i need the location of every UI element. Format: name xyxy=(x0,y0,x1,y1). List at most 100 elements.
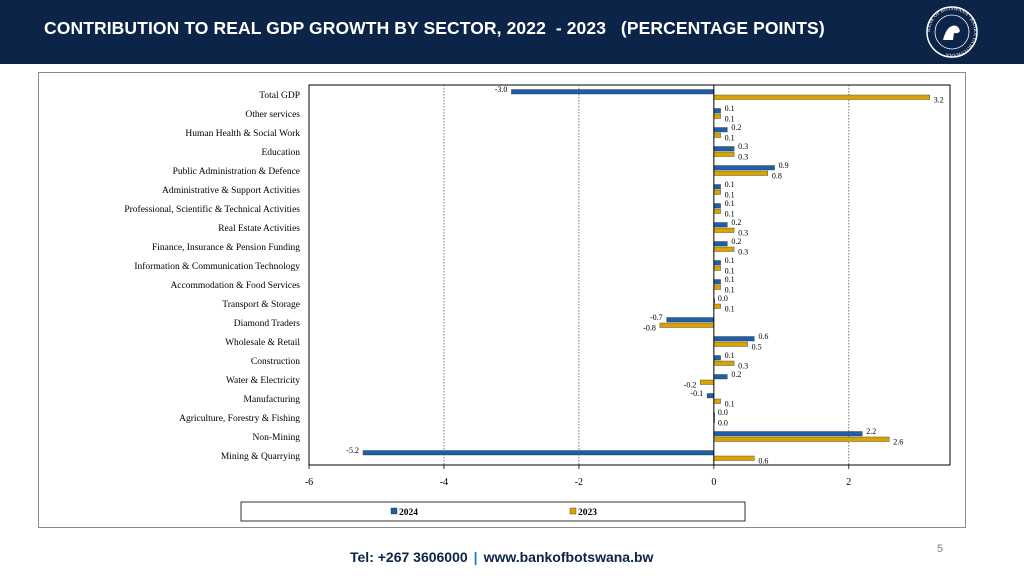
category-label: Mining & Quarrying xyxy=(221,452,300,462)
bar-2023 xyxy=(713,132,721,138)
plot-area-border xyxy=(308,84,951,466)
bar-2023 xyxy=(713,303,721,309)
data-label-2024: 2.2 xyxy=(866,427,876,436)
legend: 2024 2023 xyxy=(240,501,746,522)
sector-contribution-chart: -6 -4 -2 0 2 Total GDP -3.0 3.2 Other services 0.… xyxy=(124,84,951,522)
data-label-2023: 0.3 xyxy=(738,228,748,237)
bar-2024 xyxy=(713,241,728,247)
category-label: Human Health & Social Work xyxy=(185,129,300,139)
category-label: Wholesale & Retail xyxy=(225,338,300,348)
bar-2023 xyxy=(713,94,930,100)
legend-swatch-2024 xyxy=(390,507,398,515)
bar-2024 xyxy=(511,89,715,95)
slide-title: CONTRIBUTION TO REAL GDP GROWTH BY SECTO… xyxy=(44,18,825,38)
bank-logo: BANK OF BOTSWANA · BANKA YA BOTSWANA xyxy=(926,6,978,58)
bar-2023 xyxy=(713,189,721,195)
data-label-2024: 0.2 xyxy=(731,218,741,227)
legend-box xyxy=(240,501,746,522)
data-label-2024: 0.1 xyxy=(725,104,735,113)
bar-2023 xyxy=(713,113,721,119)
data-label-2024: 0.1 xyxy=(725,351,735,360)
data-label-2023: 0.5 xyxy=(752,342,762,351)
bar-2024 xyxy=(713,374,728,380)
data-label-2023: -0.2 xyxy=(684,380,697,389)
bar-2023 xyxy=(713,341,748,347)
category-label: Real Estate Activities xyxy=(218,224,300,234)
data-label-2024: 0.1 xyxy=(725,256,735,265)
category-label: Finance, Insurance & Pension Funding xyxy=(152,243,300,253)
bar-2023 xyxy=(713,246,735,252)
category-label: Construction xyxy=(251,357,300,367)
title-bar: CONTRIBUTION TO REAL GDP GROWTH BY SECTO… xyxy=(0,0,1024,64)
data-label-2024: 0.0 xyxy=(718,294,728,303)
data-label-2023: 0.1 xyxy=(725,209,735,218)
bar-2024 xyxy=(713,431,863,437)
category-label: Agriculture, Forestry & Fishing xyxy=(179,414,300,424)
bar-2024 xyxy=(713,108,721,114)
bar-2024 xyxy=(666,317,715,323)
footer-separator: | xyxy=(473,549,478,565)
data-label-2023: 0.8 xyxy=(772,171,782,180)
data-label-2023: 0.1 xyxy=(725,266,735,275)
category-label: Diamond Traders xyxy=(234,319,301,329)
data-label-2024: -3.0 xyxy=(495,85,508,94)
footer-tel: Tel: +267 3606000 xyxy=(350,549,468,565)
data-label-2024: 0.2 xyxy=(731,370,741,379)
bar-2023 xyxy=(659,322,715,328)
data-label-2023: 0.3 xyxy=(738,247,748,256)
category-label: Accommodation & Food Services xyxy=(170,281,300,291)
logo-emblem-icon xyxy=(943,25,960,40)
category-label: Water & Electricity xyxy=(226,376,300,386)
footer-contact: Tel: +267 3606000 | www.bankofbotswana.bw xyxy=(350,549,653,565)
slide-number: 5 xyxy=(937,543,944,555)
x-tick-label: -2 xyxy=(575,477,583,488)
data-label-2024: 0.6 xyxy=(758,332,768,341)
bar-2023 xyxy=(713,208,721,214)
data-label-2023: 0.1 xyxy=(725,114,735,123)
x-tick-label: 2 xyxy=(846,477,851,488)
data-label-2024: 0.1 xyxy=(725,275,735,284)
x-tick-label: -6 xyxy=(305,477,313,488)
bar-2023 xyxy=(713,360,735,366)
bar-2023 xyxy=(713,151,735,157)
bar-2024 xyxy=(713,260,721,266)
bar-2024 xyxy=(713,203,721,209)
data-label-2023: 0.0 xyxy=(718,418,728,427)
bar-2024 xyxy=(713,184,721,190)
category-label: Information & Communication Technology xyxy=(134,261,300,272)
data-label-2023: 0.1 xyxy=(725,285,735,294)
bar-2023 xyxy=(713,227,735,233)
data-label-2023: -0.8 xyxy=(643,323,656,332)
chart-frame: -6 -4 -2 0 2 Total GDP -3.0 3.2 Other services 0.… xyxy=(38,72,966,528)
data-label-2024: -0.7 xyxy=(650,313,663,322)
bar-2024 xyxy=(713,127,728,133)
data-label-2023: 0.1 xyxy=(725,190,735,199)
data-label-2024: 0.3 xyxy=(738,142,748,151)
data-label-2024: 0.9 xyxy=(779,161,789,170)
data-label-2024: 0.1 xyxy=(725,180,735,189)
legend-label-2023: 2023 xyxy=(578,508,597,518)
category-label: Other services xyxy=(245,110,300,120)
category-label: Public Administration & Defence xyxy=(173,166,300,177)
category-label: Non-Mining xyxy=(253,433,301,443)
data-label-2024: 0.1 xyxy=(725,199,735,208)
data-label-2023: 0.3 xyxy=(738,152,748,161)
category-label: Manufacturing xyxy=(244,394,301,405)
bar-2024 xyxy=(713,222,728,228)
data-label-2024: -5.2 xyxy=(346,446,359,455)
data-label-2024: 0.2 xyxy=(731,123,741,132)
bar-2024 xyxy=(713,355,721,361)
data-label-2023: 0.1 xyxy=(725,133,735,142)
data-label-2023: 0.6 xyxy=(758,456,768,465)
data-label-2023: 3.2 xyxy=(934,95,944,104)
x-tick-label: 0 xyxy=(711,477,716,488)
bar-2023 xyxy=(713,284,721,290)
bar-2023 xyxy=(700,379,715,385)
category-label: Transport & Storage xyxy=(222,300,300,310)
bar-2024 xyxy=(362,450,715,456)
footer-website[interactable]: www.bankofbotswana.bw xyxy=(483,549,654,565)
data-label-2023: 2.6 xyxy=(893,437,903,446)
data-label-2023: 0.1 xyxy=(725,399,735,408)
category-label: Professional, Scientific & Technical Act… xyxy=(124,204,300,215)
bar-2023 xyxy=(713,265,721,271)
